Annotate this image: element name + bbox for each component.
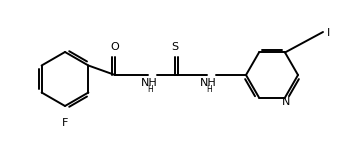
Text: N: N xyxy=(282,97,290,107)
Text: O: O xyxy=(111,42,119,52)
Text: I: I xyxy=(327,28,330,38)
Text: F: F xyxy=(62,118,68,128)
Text: NH: NH xyxy=(200,78,216,88)
Text: H: H xyxy=(147,85,153,94)
Text: NH: NH xyxy=(141,78,157,88)
Text: H: H xyxy=(206,85,212,94)
Text: S: S xyxy=(172,42,179,52)
